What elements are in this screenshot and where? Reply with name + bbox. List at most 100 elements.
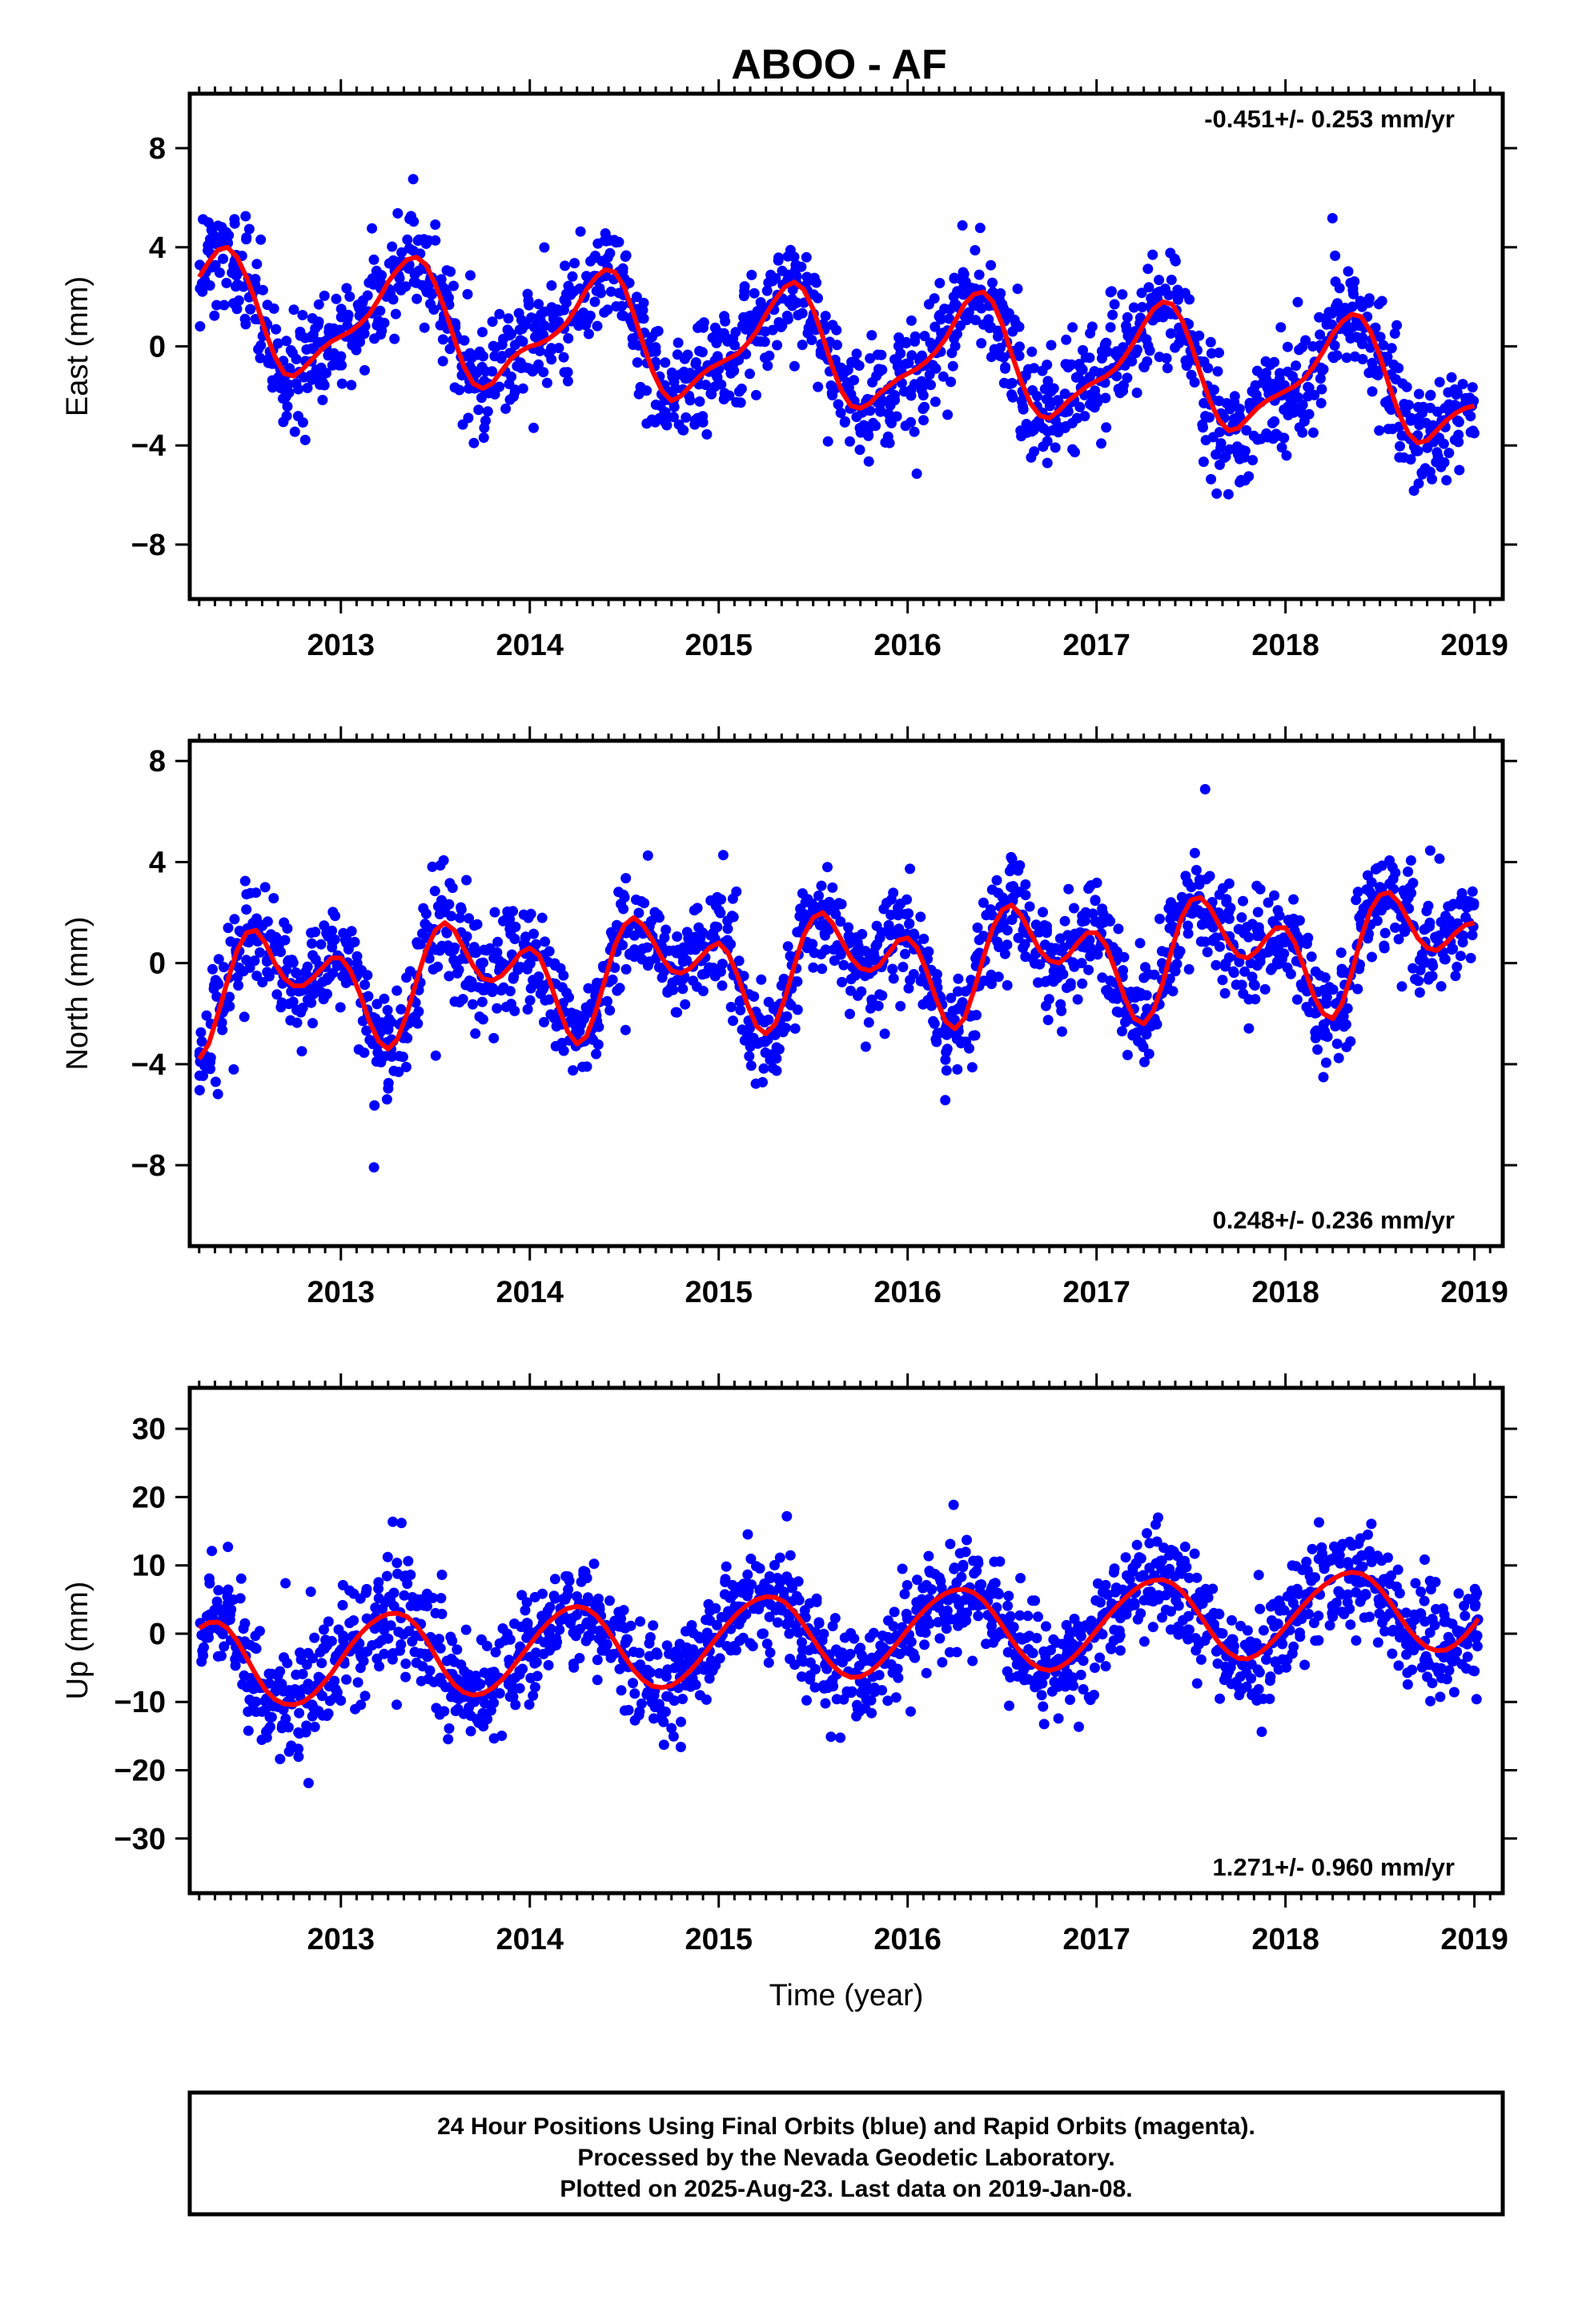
up-data-point (1038, 1701, 1049, 1712)
up-data-point (890, 1692, 901, 1703)
east-data-point (773, 252, 784, 263)
north-data-point (1204, 870, 1215, 882)
up-data-point (644, 1632, 656, 1642)
up-data-point (820, 1698, 831, 1709)
north-data-point (1288, 894, 1299, 905)
east-data-point (930, 321, 941, 332)
east-data-point (701, 380, 711, 391)
north-data-point (614, 983, 625, 994)
north-x-tick-label: 2017 (1062, 1276, 1130, 1309)
up-data-point (1027, 1595, 1038, 1606)
east-data-point (820, 311, 831, 322)
north-data-point (1404, 888, 1415, 899)
east-data-point (506, 371, 517, 382)
north-data-point (1396, 981, 1407, 992)
north-data-point (1306, 951, 1317, 963)
up-data-point (742, 1529, 753, 1540)
north-data-point (618, 903, 629, 915)
up-data-point (725, 1591, 737, 1602)
up-data-point (905, 1706, 916, 1717)
north-data-point (1255, 883, 1266, 895)
east-data-point (764, 350, 775, 361)
up-data-point (676, 1716, 686, 1727)
east-data-point (611, 301, 622, 312)
east-data-point (673, 337, 684, 348)
north-data-point (468, 999, 478, 1010)
east-data-point (336, 360, 347, 371)
up-data-point (560, 1594, 571, 1605)
east-data-point (1062, 406, 1074, 417)
up-data-point (293, 1743, 304, 1755)
east-data-point (1391, 320, 1403, 331)
east-data-point (638, 313, 649, 324)
up-data-point (1264, 1693, 1275, 1704)
up-data-point (283, 1746, 295, 1757)
north-y-axis-label: North (mm) (61, 916, 94, 1070)
east-data-point (650, 346, 661, 357)
east-data-point (1096, 438, 1106, 449)
north-data-point (915, 911, 926, 923)
north-data-point (763, 1014, 774, 1025)
east-data-point (523, 295, 534, 306)
east-data-point (313, 299, 324, 310)
north-data-point (394, 1051, 405, 1062)
up-data-point (791, 1590, 802, 1602)
up-data-point (359, 1691, 371, 1702)
east-data-point (1424, 466, 1435, 477)
east-data-point (1376, 296, 1387, 307)
up-data-point (829, 1613, 841, 1624)
up-data-point (1053, 1713, 1064, 1724)
north-data-point (593, 1021, 604, 1032)
east-data-point (1223, 489, 1234, 500)
east-data-point (239, 313, 251, 324)
east-data-point (1105, 322, 1116, 333)
north-data-point (1272, 905, 1283, 916)
east-data-point (903, 357, 914, 368)
north-data-point (470, 1028, 481, 1039)
east-data-point (463, 412, 474, 424)
up-data-point (396, 1518, 407, 1529)
up-data-point (373, 1583, 384, 1594)
east-data-point (1109, 299, 1120, 310)
north-data-point (369, 1100, 380, 1111)
east-data-point (681, 412, 692, 423)
east-data-point (1453, 416, 1464, 428)
north-data-point (1303, 932, 1314, 943)
east-data-point (541, 377, 552, 388)
up-data-point (1256, 1727, 1267, 1737)
up-data-point (391, 1699, 402, 1711)
up-data-point (1235, 1620, 1247, 1631)
north-data-point (1043, 994, 1054, 1005)
north-data-point (508, 906, 519, 917)
north-data-point (310, 954, 321, 965)
up-data-point (1110, 1582, 1122, 1594)
north-data-point (749, 991, 760, 1002)
north-data-point (1367, 951, 1377, 963)
up-data-point (1135, 1608, 1146, 1619)
east-data-point (868, 417, 878, 428)
east-data-point (1375, 332, 1386, 343)
east-x-tick-label: 2016 (873, 629, 942, 662)
east-data-point (310, 323, 321, 334)
north-data-point (953, 973, 964, 984)
up-data-point (951, 1577, 962, 1588)
east-data-point (680, 373, 691, 384)
up-data-point (341, 1674, 352, 1685)
up-data-point (620, 1622, 631, 1634)
north-data-point (1345, 1036, 1356, 1047)
north-data-point (262, 967, 273, 978)
up-data-point (592, 1655, 603, 1666)
east-data-point (563, 333, 574, 344)
up-data-point (581, 1573, 592, 1583)
east-data-point (1052, 395, 1063, 406)
east-data-point (934, 278, 946, 288)
north-data-point (412, 939, 424, 950)
north-data-point (843, 922, 854, 933)
east-data-point (582, 315, 593, 326)
up-data-point (629, 1688, 640, 1699)
up-data-point (1237, 1659, 1248, 1671)
up-data-point (275, 1666, 286, 1677)
north-data-point (1069, 903, 1079, 914)
up-data-point (839, 1632, 850, 1643)
north-data-point (440, 901, 452, 912)
